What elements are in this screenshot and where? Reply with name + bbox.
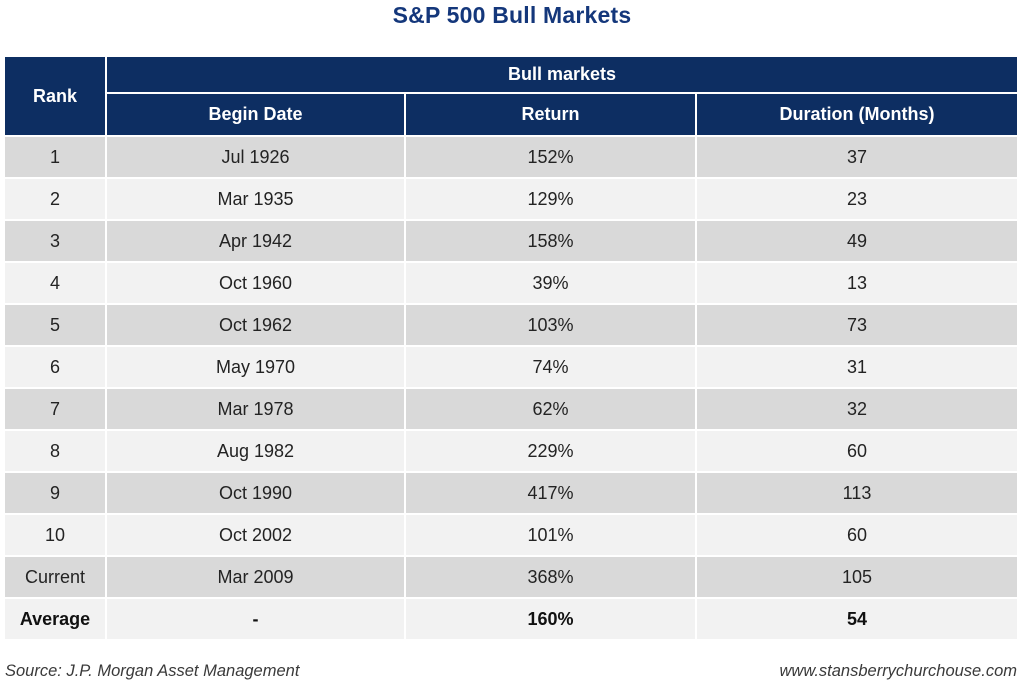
cell-rank: 8: [5, 431, 105, 471]
table-row: Average -160% 54: [5, 599, 1018, 639]
cell-rank: 7: [5, 389, 105, 429]
table-body: 1 Jul 1926 152% 37 2 Mar 1935 129% 23 3 Apr 1942 1…: [5, 137, 1018, 639]
cell-rank: 3: [5, 221, 105, 261]
column-header-begin-date: Begin Date: [107, 94, 404, 135]
header-sub-row: Begin Date Return Duration (Months): [5, 94, 1018, 135]
cell-begin-date: Mar 2009: [107, 557, 404, 597]
cell-rank: 9: [5, 473, 105, 513]
cell-duration: 105: [697, 557, 1018, 597]
cell-begin-date: Mar 1978: [107, 389, 404, 429]
header-group-row: Rank Bull markets: [5, 57, 1018, 135]
cell-duration: 60: [697, 515, 1018, 555]
cell-duration: 37: [697, 137, 1018, 177]
table-row: 4 Oct 1960 39% 13: [5, 263, 1018, 303]
table-row: 2 Mar 1935 129% 23: [5, 179, 1018, 219]
table-row: 5 Oct 1962 103% 73: [5, 305, 1018, 345]
cell-begin-date: Oct 1960: [107, 263, 404, 303]
cell-rank: Average: [5, 599, 105, 639]
bull-markets-table: Rank Bull markets Begin Date Return Dura…: [3, 55, 1019, 641]
cell-begin-date: Oct 1962: [107, 305, 404, 345]
website-url: www.stansberrychurchouse.com: [779, 662, 1017, 680]
cell-begin-date: Jul 1926: [107, 137, 404, 177]
table-row: 9 Oct 1990 417% 113: [5, 473, 1018, 513]
column-header-return: Return: [406, 94, 695, 135]
cell-begin-date: Aug 1982: [107, 431, 404, 471]
cell-return: 368%: [406, 557, 695, 597]
footer: Source: J.P. Morgan Asset Management www…: [5, 662, 1017, 681]
page-title: S&P 500 Bull Markets: [392, 2, 632, 28]
column-header-duration: Duration (Months): [697, 94, 1018, 135]
cell-duration: 13: [697, 263, 1018, 303]
source-note: Source: J.P. Morgan Asset Management: [5, 662, 300, 680]
cell-return: 158%: [406, 221, 695, 261]
group-header-bull-markets: Bull markets: [107, 57, 1018, 92]
cell-duration: 49: [697, 221, 1018, 261]
table-row: Current Mar 2009 368% 105: [5, 557, 1018, 597]
table-row: 1 Jul 1926 152% 37: [5, 137, 1018, 177]
cell-rank: 6: [5, 347, 105, 387]
cell-duration: 60: [697, 431, 1018, 471]
cell-duration: 113: [697, 473, 1018, 513]
cell-return: 62%: [406, 389, 695, 429]
cell-rank: 1: [5, 137, 105, 177]
cell-return: 129%: [406, 179, 695, 219]
cell-return: 101%: [406, 515, 695, 555]
cell-begin-date: Oct 2002: [107, 515, 404, 555]
cell-begin-date: May 1970: [107, 347, 404, 387]
cell-begin-date: Mar 1935: [107, 179, 404, 219]
cell-duration: 23: [697, 179, 1018, 219]
cell-begin-date: -: [107, 599, 404, 639]
cell-return: 39%: [406, 263, 695, 303]
cell-duration: 54: [697, 599, 1018, 639]
cell-return: 74%: [406, 347, 695, 387]
table-row: 10 Oct 2002 101% 60: [5, 515, 1018, 555]
column-header-rank: Rank: [5, 57, 105, 135]
table-row: 8 Aug 1982 229% 60: [5, 431, 1018, 471]
cell-rank: 5: [5, 305, 105, 345]
cell-duration: 73: [697, 305, 1018, 345]
cell-return: 103%: [406, 305, 695, 345]
cell-return: 229%: [406, 431, 695, 471]
table-row: 6 May 1970 74% 31: [5, 347, 1018, 387]
cell-duration: 31: [697, 347, 1018, 387]
cell-return: 417%: [406, 473, 695, 513]
cell-return: 160%: [406, 599, 695, 639]
cell-begin-date: Apr 1942: [107, 221, 404, 261]
cell-rank: 2: [5, 179, 105, 219]
table-row: 3 Apr 1942 158% 49: [5, 221, 1018, 261]
cell-rank: 10: [5, 515, 105, 555]
cell-duration: 32: [697, 389, 1018, 429]
cell-return: 152%: [406, 137, 695, 177]
cell-rank: Current: [5, 557, 105, 597]
cell-begin-date: Oct 1990: [107, 473, 404, 513]
cell-rank: 4: [5, 263, 105, 303]
table-row: 7 Mar 1978 62% 32: [5, 389, 1018, 429]
